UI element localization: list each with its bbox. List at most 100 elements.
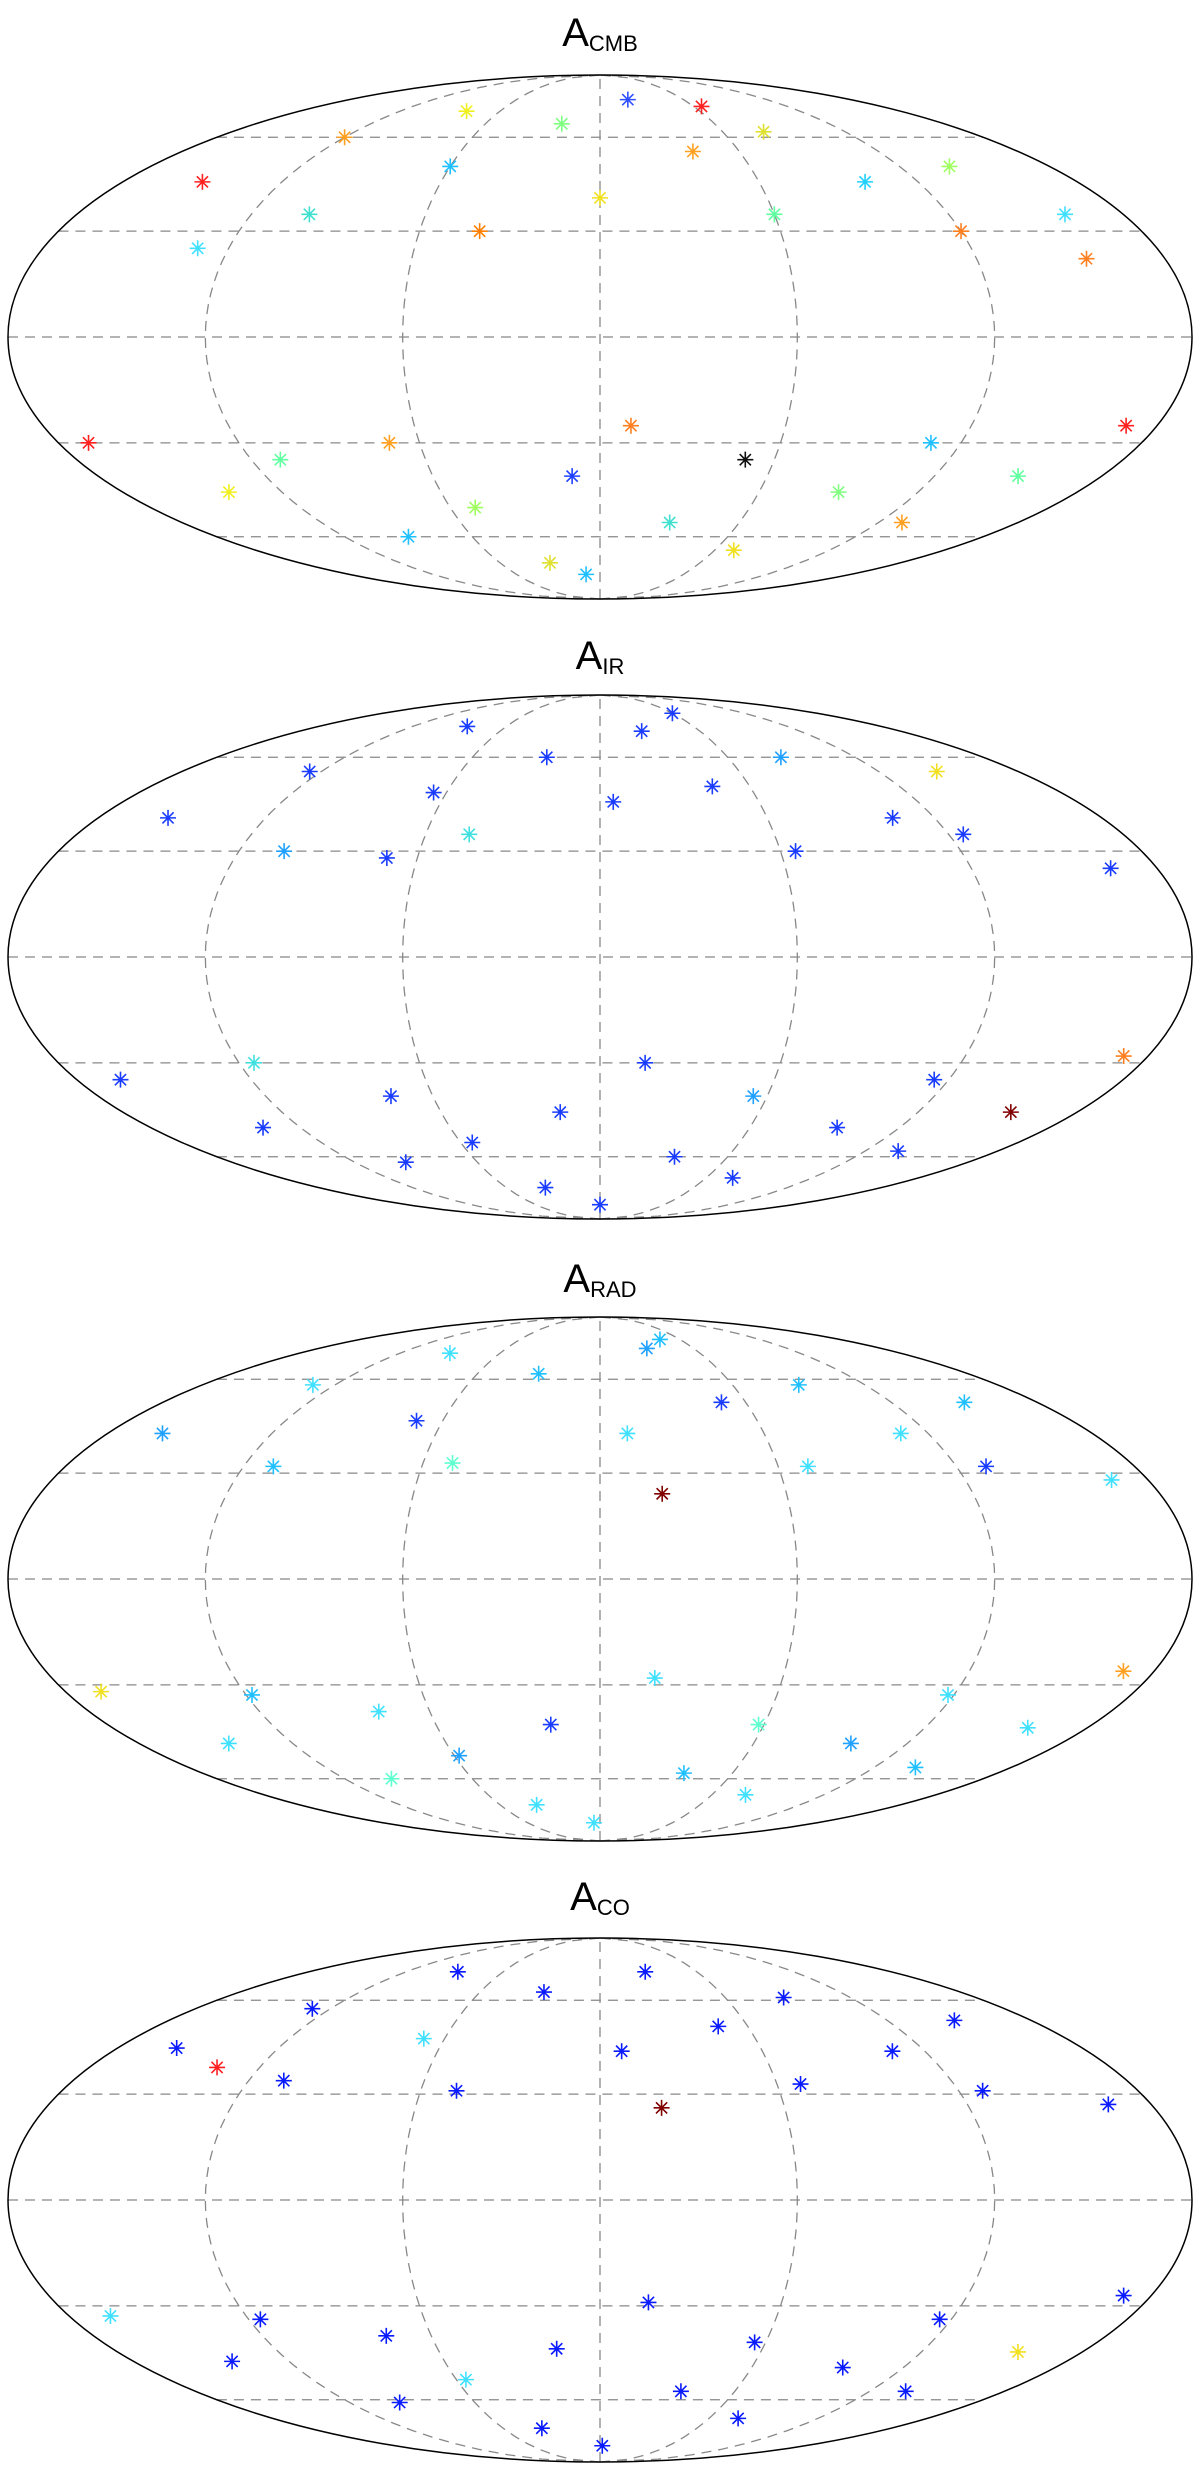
grid-line (402, 694, 601, 1220)
point (533, 2420, 550, 2437)
point (276, 843, 293, 860)
map-title: AIR (576, 634, 625, 679)
point (931, 2311, 948, 2328)
map-outline (7, 74, 1193, 600)
point (907, 1759, 924, 1776)
point (830, 484, 847, 501)
point (672, 2383, 689, 2400)
point (265, 1458, 282, 1475)
point (391, 2394, 408, 2411)
point (619, 91, 636, 108)
point (953, 223, 970, 240)
point (467, 499, 484, 516)
point (857, 173, 874, 190)
point (939, 1686, 956, 1703)
point (893, 514, 910, 531)
point (1100, 2096, 1117, 2113)
point (946, 2012, 963, 2029)
point (552, 1104, 569, 1121)
title-main: A (570, 1875, 597, 1919)
point (304, 2000, 321, 2017)
point (553, 115, 570, 132)
point (787, 843, 804, 860)
point (1002, 1104, 1019, 1121)
point (790, 1376, 807, 1393)
point (799, 1458, 816, 1475)
grid-line (402, 74, 601, 600)
point (594, 2437, 611, 2454)
point (397, 1154, 414, 1171)
point (528, 1796, 545, 1813)
sky-map: ACMB (7, 11, 1193, 600)
point (619, 1425, 636, 1442)
point (194, 173, 211, 190)
point (737, 451, 754, 468)
point (378, 2327, 395, 2344)
point (884, 809, 901, 826)
map-title: ARAD (563, 1257, 636, 1302)
point (710, 2018, 727, 2035)
point (725, 542, 742, 559)
point (189, 240, 206, 257)
point (301, 206, 318, 223)
title-main: A (562, 11, 589, 55)
point (1115, 1048, 1132, 1065)
point (956, 1394, 973, 1411)
point (244, 1686, 261, 1703)
point (651, 1331, 668, 1348)
point (684, 143, 701, 160)
title-main: A (563, 1257, 590, 1301)
point (890, 1143, 907, 1160)
grid-line (599, 74, 798, 600)
map-title: ACMB (562, 11, 638, 56)
point (530, 1365, 547, 1382)
point (425, 784, 442, 801)
point (775, 1989, 792, 2006)
point (246, 1054, 263, 1071)
point (1056, 206, 1073, 223)
point (661, 514, 678, 531)
point (209, 2059, 226, 2076)
title-main: A (576, 634, 603, 678)
point (622, 417, 639, 434)
point (400, 528, 417, 545)
title-sub: CMB (589, 31, 638, 56)
point (112, 1071, 129, 1088)
point (415, 2030, 432, 2047)
point (301, 763, 318, 780)
point (442, 158, 459, 175)
title-sub: CO (597, 1895, 630, 1920)
point (704, 778, 721, 795)
point (637, 1054, 654, 1071)
title-sub: IR (602, 654, 624, 679)
point (252, 2311, 269, 2328)
point (564, 468, 581, 485)
grid-line (599, 1937, 798, 2463)
point (382, 1088, 399, 1105)
point (220, 484, 237, 501)
point (461, 826, 478, 843)
point (766, 206, 783, 223)
point (666, 1148, 683, 1165)
point (224, 2353, 241, 2370)
point (93, 1683, 110, 1700)
point (926, 1071, 943, 1088)
point (459, 718, 476, 735)
title-sub: RAD (590, 1277, 636, 1302)
point (541, 554, 558, 571)
point (154, 1425, 171, 1442)
point (633, 723, 650, 740)
point (378, 849, 395, 866)
point (592, 189, 608, 206)
grid-line (599, 694, 798, 1220)
grid-line (402, 1937, 601, 2463)
grid-line (402, 1316, 601, 1842)
point (578, 566, 595, 583)
point (537, 1179, 554, 1196)
map-outline (7, 694, 1193, 1220)
point (1009, 2343, 1026, 2360)
point (449, 1963, 466, 1980)
point (304, 1376, 321, 1393)
point (220, 1735, 237, 1752)
